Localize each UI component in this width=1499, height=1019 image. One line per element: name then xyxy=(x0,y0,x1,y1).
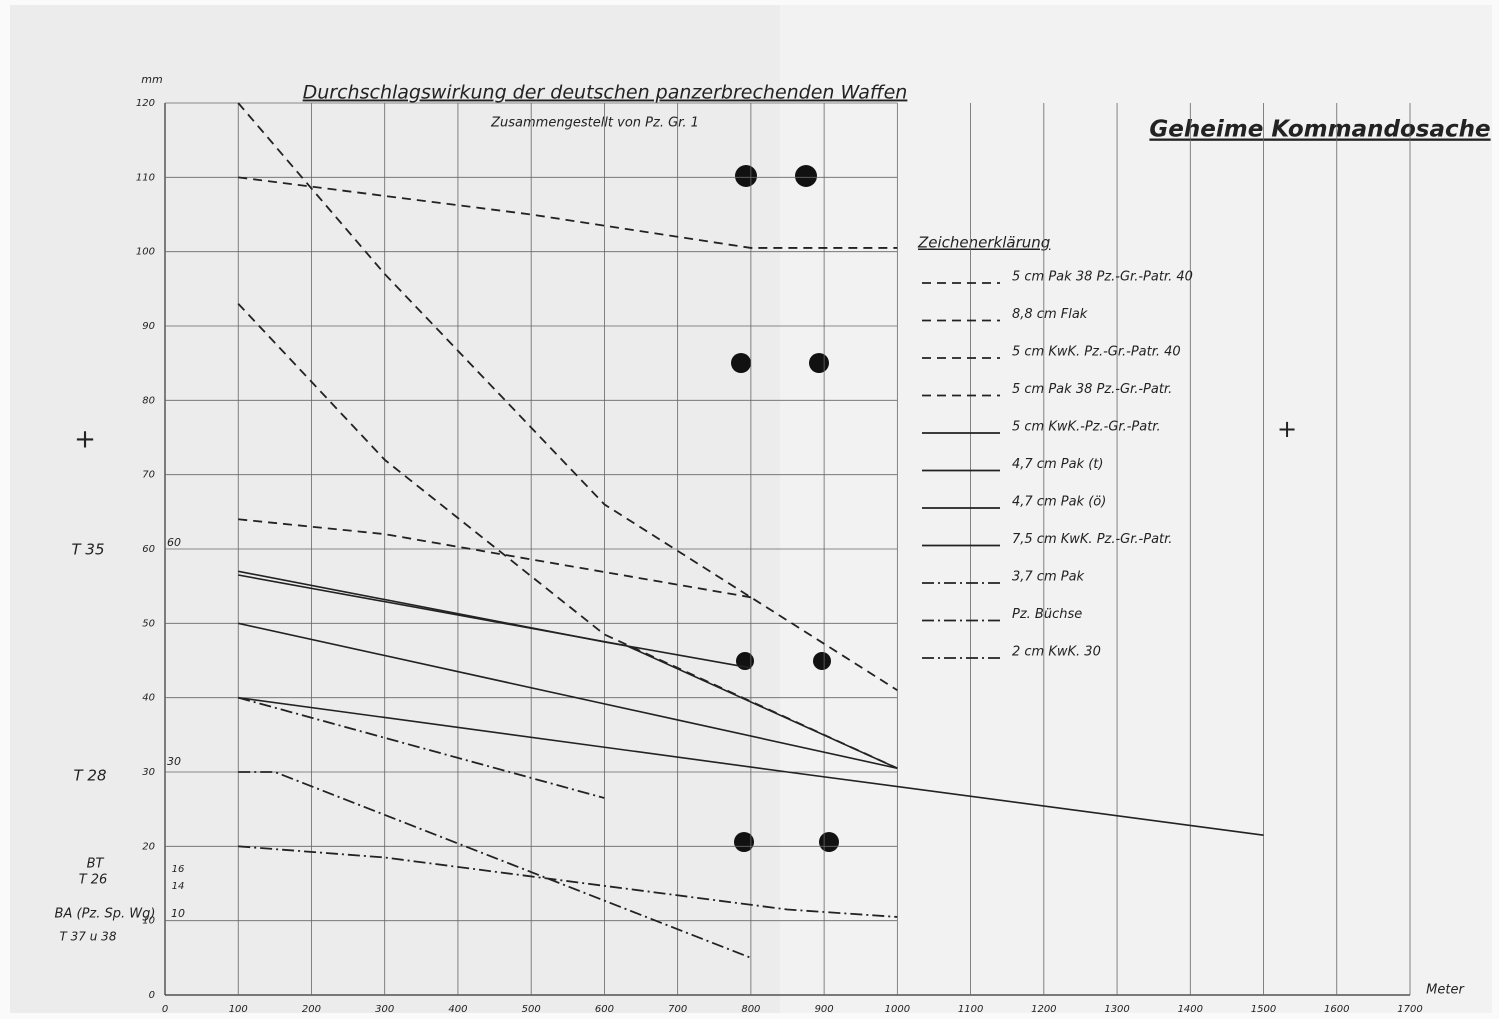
y-tick-label: 0 xyxy=(149,990,155,1001)
hole xyxy=(735,165,757,187)
series-line xyxy=(238,574,898,770)
y-tick-label: 90 xyxy=(142,321,155,332)
annotation: T 26 xyxy=(79,873,108,888)
y-tick-label: 80 xyxy=(142,395,155,406)
x-tick-label: 300 xyxy=(375,1004,394,1015)
hole xyxy=(734,832,754,852)
y-tick-label: 10 xyxy=(142,916,155,927)
x-tick-label: 1400 xyxy=(1178,1004,1203,1015)
series-line xyxy=(237,696,605,799)
x-tick-label: 0 xyxy=(162,1004,168,1015)
series-line xyxy=(238,696,1264,836)
y-tick-label: 70 xyxy=(142,470,155,481)
annotation: T 37 u 38 xyxy=(60,930,117,944)
series-line xyxy=(238,771,752,959)
hole xyxy=(819,832,839,852)
x-tick-label: 700 xyxy=(668,1004,687,1015)
annotation: 60 xyxy=(167,536,181,549)
legend-label: 7,5 cm KwK. Pz.-Gr.-Patr. xyxy=(1012,532,1172,547)
y-tick-label: 60 xyxy=(142,544,155,555)
annotation: T 35 xyxy=(71,541,104,559)
x-tick-label: 400 xyxy=(448,1004,467,1015)
annotation: T 28 xyxy=(73,767,106,785)
hole xyxy=(809,353,829,373)
x-tick-label: 1000 xyxy=(885,1004,910,1015)
x-tick-label: 500 xyxy=(522,1004,541,1015)
annotation: 16 xyxy=(172,864,185,875)
legend-label: 4,7 cm Pak (ö) xyxy=(1012,495,1106,510)
series-line xyxy=(238,518,752,599)
x-tick-label: 1200 xyxy=(1031,1004,1056,1015)
x-tick-label: 800 xyxy=(741,1004,760,1015)
legend-label: 4,7 cm Pak (t) xyxy=(1012,457,1103,472)
y-tick-label: 30 xyxy=(142,767,155,778)
legend-label: 2 cm KwK. 30 xyxy=(1012,645,1101,660)
annotation: 14 xyxy=(172,881,185,892)
legend-label: 5 cm KwK.-Pz.-Gr.-Patr. xyxy=(1012,420,1161,435)
x-tick-label: 100 xyxy=(229,1004,248,1015)
annotation: BA (Pz. Sp. Wg) xyxy=(55,907,156,922)
annotation: 30 xyxy=(167,755,181,768)
register-mark: + xyxy=(1277,415,1297,443)
x-tick-label: 600 xyxy=(595,1004,614,1015)
annotation: BT xyxy=(87,857,105,872)
x-tick-label: 1100 xyxy=(958,1004,983,1015)
series-line xyxy=(238,845,898,918)
legend-label: Pz. Büchse xyxy=(1012,607,1082,622)
y-tick-label: 100 xyxy=(136,247,155,258)
x-tick-label: 1700 xyxy=(1397,1004,1422,1015)
y-tick-label: 40 xyxy=(142,693,155,704)
x-tick-label: 1500 xyxy=(1251,1004,1276,1015)
series-line xyxy=(238,622,898,770)
legend-label: 5 cm Pak 38 Pz.-Gr.-Patr. 40 xyxy=(1012,270,1193,285)
x-tick-label: 900 xyxy=(815,1004,834,1015)
y-tick-label: 50 xyxy=(142,618,155,629)
x-tick-label: 1300 xyxy=(1104,1004,1129,1015)
x-tick-label: 200 xyxy=(302,1004,321,1015)
hole xyxy=(731,353,751,373)
hole xyxy=(795,165,817,187)
chart-subtitle: Zusammengestellt von Pz. Gr. 1 xyxy=(490,116,699,131)
hole xyxy=(813,652,831,670)
y-axis-label: mm xyxy=(141,73,162,86)
x-tick-label: 1600 xyxy=(1324,1004,1349,1015)
series-line xyxy=(237,102,898,691)
legend-title: Zeichenerklärung xyxy=(917,234,1050,252)
stamp: Geheime Kommandosache xyxy=(1149,117,1490,143)
paper-right xyxy=(780,5,1492,1013)
x-axis-label: Meter xyxy=(1426,983,1465,998)
legend-label: 3,7 cm Pak xyxy=(1012,570,1085,585)
legend-label: 5 cm Pak 38 Pz.-Gr.-Patr. xyxy=(1012,382,1172,397)
series-line xyxy=(238,176,898,249)
series-line xyxy=(237,303,898,770)
y-tick-label: 110 xyxy=(136,172,155,183)
annotation: 10 xyxy=(171,907,185,920)
y-tick-label: 20 xyxy=(142,841,155,852)
legend-label: 8,8 cm Flak xyxy=(1012,307,1088,322)
register-mark: + xyxy=(74,425,96,455)
y-tick-label: 120 xyxy=(136,98,155,109)
legend-label: 5 cm KwK. Pz.-Gr.-Patr. 40 xyxy=(1012,345,1181,360)
chart-title: Durchschlagswirkung der deutschen panzer… xyxy=(303,82,908,104)
